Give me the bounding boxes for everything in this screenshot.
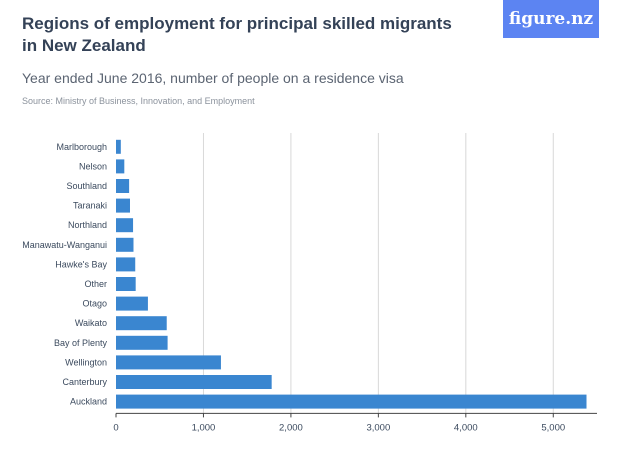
x-tick-label: 3,000 bbox=[366, 422, 390, 433]
bar-northland[interactable] bbox=[116, 218, 134, 233]
chart-title: Regions of employment for principal skil… bbox=[22, 14, 452, 55]
category-label: Other bbox=[84, 279, 107, 289]
category-label: Marlborough bbox=[56, 142, 107, 152]
bar-bay-of-plenty[interactable] bbox=[116, 335, 168, 350]
chart-subtitle: Year ended June 2016, number of people o… bbox=[22, 70, 404, 86]
category-label: Bay of Plenty bbox=[54, 338, 108, 348]
category-labels: Marlborough Nelson Southland Taranaki Northl… bbox=[22, 142, 107, 407]
chart-source: Source: Ministry of Business, Innovation… bbox=[22, 96, 255, 106]
category-label: Hawke's Bay bbox=[55, 259, 107, 269]
bar-taranaki[interactable] bbox=[116, 198, 130, 213]
bar-otago[interactable] bbox=[116, 296, 148, 311]
x-tick-label: 5,000 bbox=[541, 422, 565, 433]
bar-southland[interactable] bbox=[116, 179, 130, 193]
bar-nelson[interactable] bbox=[116, 159, 125, 174]
bar-waikato[interactable] bbox=[116, 316, 167, 331]
x-axis-tick-labels: 0 1,000 2,000 3,000 4,000 5,000 bbox=[113, 422, 565, 433]
category-label: Canterbury bbox=[62, 377, 107, 387]
category-label: Manawatu-Wanganui bbox=[22, 240, 107, 250]
gridlines bbox=[115, 133, 554, 418]
category-label: Nelson bbox=[79, 161, 107, 171]
bar-other[interactable] bbox=[116, 277, 136, 291]
category-label: Southland bbox=[66, 181, 107, 191]
x-tick-label: 4,000 bbox=[454, 422, 478, 433]
bar-wellington[interactable] bbox=[116, 355, 221, 370]
bar-marlborough[interactable] bbox=[116, 139, 121, 154]
x-tick-label: 2,000 bbox=[279, 422, 303, 433]
category-label: Northland bbox=[68, 220, 107, 230]
category-label: Otago bbox=[82, 299, 107, 309]
x-tick-label: 0 bbox=[113, 422, 118, 433]
figure-nz-logo[interactable]: figure.nz bbox=[503, 0, 599, 38]
bar-hawke-s-bay[interactable] bbox=[116, 257, 136, 272]
category-label: Waikato bbox=[75, 318, 107, 328]
x-tick-label: 1,000 bbox=[192, 422, 216, 433]
bar-auckland[interactable] bbox=[116, 394, 587, 409]
bar-manawatu-wanganui[interactable] bbox=[116, 237, 134, 252]
category-label: Auckland bbox=[70, 397, 107, 407]
category-label: Wellington bbox=[65, 357, 107, 367]
bar-canterbury[interactable] bbox=[116, 375, 272, 389]
bars bbox=[116, 139, 587, 409]
category-label: Taranaki bbox=[73, 201, 107, 211]
